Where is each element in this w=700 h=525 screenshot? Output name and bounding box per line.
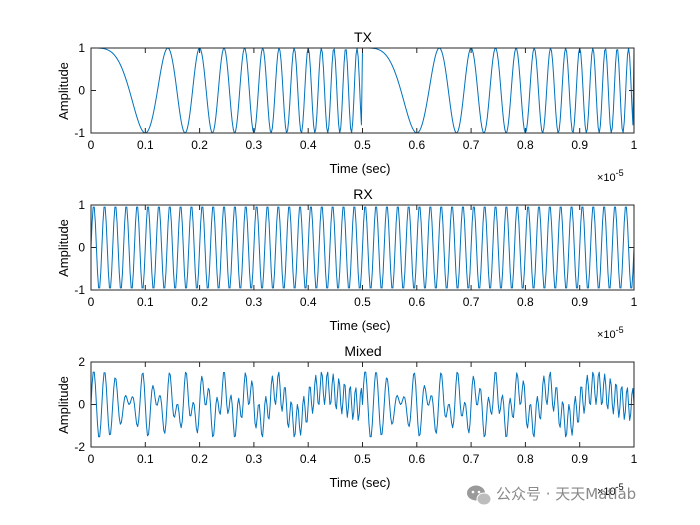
tx-x-exponent: ×10-5 bbox=[597, 168, 624, 184]
tx-xtick-label: 0.2 bbox=[191, 138, 208, 152]
mixed-xtick-label: 0.5 bbox=[354, 452, 371, 466]
tx-xtick-label: 0.9 bbox=[571, 138, 588, 152]
mixed-xtick-label: 0.7 bbox=[463, 452, 480, 466]
rx-xtick-label: 0.6 bbox=[408, 295, 425, 309]
rx-x-exponent: ×10-5 bbox=[597, 325, 624, 341]
rx-xtick-label: 1 bbox=[631, 295, 638, 309]
tx-x-exponent-power: -5 bbox=[616, 168, 624, 178]
tx-xtick-label: 0.3 bbox=[246, 138, 263, 152]
tx-ytick-label: -1 bbox=[74, 126, 85, 140]
mixed-x-exponent-base: ×10 bbox=[597, 486, 616, 498]
mixed-x-exponent-power: -5 bbox=[616, 482, 624, 492]
rx-ytick-label: -1 bbox=[74, 283, 85, 297]
tx-signal-line bbox=[91, 48, 634, 133]
rx-x-exponent-base: ×10 bbox=[597, 329, 616, 341]
rx-xtick-label: 0.7 bbox=[463, 295, 480, 309]
watermark: 公众号 · 天天Matlab bbox=[467, 485, 636, 506]
rx-xlabel: Time (sec) bbox=[330, 318, 391, 333]
rx-xtick-label: 0.9 bbox=[571, 295, 588, 309]
mixed-axes: Mixed Time (sec) Amplitude ×10-5 0 0.1 0.2… bbox=[56, 343, 638, 498]
mixed-ytick-label: -2 bbox=[74, 440, 85, 454]
rx-xtick-label: 0.1 bbox=[137, 295, 154, 309]
mixed-xtick-label: 0.2 bbox=[191, 452, 208, 466]
mixed-xtick-label: 0.6 bbox=[408, 452, 425, 466]
tx-ytick-label: 1 bbox=[78, 41, 85, 55]
tx-xtick-label: 0.6 bbox=[408, 138, 425, 152]
mixed-ytick-label: 2 bbox=[78, 355, 85, 369]
tx-xlabel: Time (sec) bbox=[330, 161, 391, 176]
watermark-text: 公众号 · 天天Matlab bbox=[496, 485, 636, 503]
rx-xtick-label: 0.5 bbox=[354, 295, 371, 309]
rx-ylabel: Amplitude bbox=[56, 219, 71, 277]
rx-x-exponent-power: -5 bbox=[616, 325, 624, 335]
mixed-xlabel: Time (sec) bbox=[330, 475, 391, 490]
tx-xtick-label: 0.4 bbox=[300, 138, 317, 152]
rx-xtick-label: 0.4 bbox=[300, 295, 317, 309]
tx-ytick-label: 0 bbox=[78, 84, 85, 98]
tx-ylabel: Amplitude bbox=[56, 62, 71, 120]
rx-title: RX bbox=[353, 186, 373, 202]
mixed-xtick-label: 0.1 bbox=[137, 452, 154, 466]
tx-axes: TX Time (sec) Amplitude ×10-5 0 0.1 0.2 0.3… bbox=[56, 29, 638, 184]
mixed-xtick-label: 0 bbox=[88, 452, 95, 466]
mixed-signal-line bbox=[91, 371, 634, 438]
mixed-xtick-label: 0.3 bbox=[246, 452, 263, 466]
rx-ytick-label: 1 bbox=[78, 198, 85, 212]
tx-xtick-label: 0.5 bbox=[354, 138, 371, 152]
mixed-title: Mixed bbox=[344, 343, 381, 359]
tx-xtick-label: 0.7 bbox=[463, 138, 480, 152]
tx-xtick-label: 0.8 bbox=[517, 138, 534, 152]
mixed-xtick-label: 0.4 bbox=[300, 452, 317, 466]
rx-axes: RX Time (sec) Amplitude ×10-5 0 0.1 0.2 0.3… bbox=[56, 186, 638, 341]
tx-title: TX bbox=[354, 29, 373, 45]
tx-xtick-label: 0 bbox=[88, 138, 95, 152]
rx-xtick-label: 0 bbox=[88, 295, 95, 309]
mixed-xtick-label: 0.8 bbox=[517, 452, 534, 466]
mixed-xtick-label: 0.9 bbox=[571, 452, 588, 466]
mixed-ytick-label: 0 bbox=[78, 398, 85, 412]
tx-x-exponent-base: ×10 bbox=[597, 172, 616, 184]
wechat-logo-icon bbox=[467, 485, 492, 506]
mixed-ylabel: Amplitude bbox=[56, 376, 71, 434]
mixed-x-exponent: ×10-5 bbox=[597, 482, 624, 498]
rx-xtick-label: 0.3 bbox=[246, 295, 263, 309]
rx-xtick-label: 0.2 bbox=[191, 295, 208, 309]
rx-xtick-label: 0.8 bbox=[517, 295, 534, 309]
rx-ytick-label: 0 bbox=[78, 241, 85, 255]
tx-xtick-label: 0.1 bbox=[137, 138, 154, 152]
mixed-xtick-label: 1 bbox=[631, 452, 638, 466]
rx-signal-line bbox=[91, 206, 634, 289]
tx-xtick-label: 1 bbox=[631, 138, 638, 152]
